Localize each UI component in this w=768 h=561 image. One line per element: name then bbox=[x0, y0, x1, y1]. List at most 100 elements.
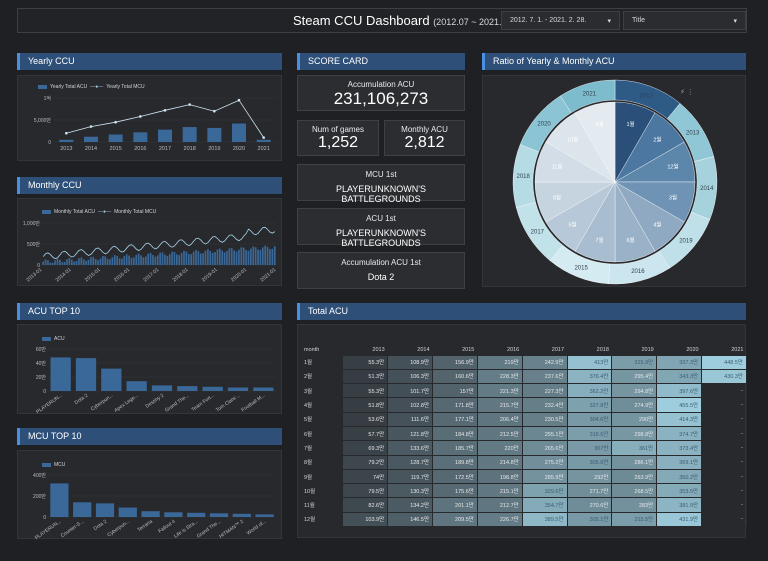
bar bbox=[207, 127, 222, 142]
inner-label: 11월 bbox=[552, 162, 563, 170]
bar bbox=[185, 251, 188, 265]
bar bbox=[73, 502, 92, 517]
monthly-ccu-chart: Monthly Total ACU —●— Monthly Total MCU 1,… bbox=[17, 198, 282, 286]
table-cell: 79.2만 bbox=[342, 454, 389, 470]
table-cell: 227.3만 bbox=[521, 383, 568, 399]
legend-label: MCU bbox=[54, 462, 66, 468]
inner-label: 5월 bbox=[569, 220, 577, 228]
bar bbox=[182, 127, 197, 142]
bar bbox=[152, 254, 154, 265]
x-tick-label: Fallout 4 bbox=[157, 519, 176, 535]
column-header[interactable]: 2018 bbox=[596, 346, 609, 353]
outer-label: 2015 bbox=[574, 266, 588, 272]
y-tick-label: 0 bbox=[37, 263, 40, 269]
x-tick-label: World of... bbox=[246, 519, 268, 537]
table-cell: 237.6만 bbox=[521, 368, 568, 385]
bar bbox=[233, 250, 235, 265]
outer-label: 2020 bbox=[537, 121, 551, 127]
table-cell: - bbox=[701, 383, 747, 399]
bar bbox=[59, 139, 74, 142]
table-cell: - bbox=[701, 411, 747, 427]
bar bbox=[159, 252, 161, 265]
accumulation-acu-1st-card: Accumulation ACU 1st Dota 2 bbox=[297, 252, 465, 289]
bar bbox=[273, 246, 276, 265]
table-cell: 175.6만 bbox=[432, 483, 478, 499]
bar bbox=[227, 387, 249, 391]
mcu-point bbox=[262, 136, 265, 139]
bar bbox=[47, 260, 49, 265]
row-label: 5월 bbox=[304, 417, 313, 424]
column-header[interactable]: 2016 bbox=[506, 346, 520, 353]
table-row: 10월 79.5만 130.3만 175.6만 215.1만 329.6만 271.7만 26… bbox=[301, 483, 747, 499]
mcu-top10-chart: MCU 400만 200만 0 PLAYERUN... Counter-S... Dota… bbox=[17, 450, 282, 540]
column-header[interactable]: 2019 bbox=[641, 346, 654, 353]
column-header[interactable]: 2017 bbox=[551, 346, 565, 353]
bar bbox=[70, 259, 73, 265]
column-header[interactable]: 2013 bbox=[372, 346, 385, 353]
bar bbox=[116, 255, 118, 265]
legend-line-icon: —●— bbox=[90, 84, 104, 90]
bar bbox=[135, 254, 138, 265]
bar bbox=[106, 258, 109, 265]
y-tick-label: 1억 bbox=[44, 95, 51, 102]
table-cell: 271.7만 bbox=[566, 483, 613, 499]
table-cell: 171.8만 bbox=[432, 397, 478, 413]
date-range-picker[interactable]: 2012. 7. 1. - 2021. 2. 28. ▾ bbox=[501, 11, 620, 30]
mcu-line bbox=[42, 227, 276, 260]
table-cell: 53.6만 bbox=[342, 411, 389, 427]
table-cell: - bbox=[701, 511, 747, 528]
table-cell: 130.3만 bbox=[387, 483, 434, 499]
table-cell: 160.6만 bbox=[432, 368, 478, 385]
legend-bar-swatch bbox=[38, 85, 47, 89]
table-cell: 315.5만 bbox=[611, 511, 658, 528]
table-cell: 172.5만 bbox=[432, 468, 478, 485]
row-label: 7월 bbox=[304, 445, 313, 452]
table-cell: 275.2만 bbox=[521, 454, 568, 470]
ratio-chart-panel: ⚡ ⋮ 2012 2013 2014 2019 2016 2015 2017 2018 2020… bbox=[482, 75, 746, 287]
bar bbox=[214, 252, 216, 265]
x-tick-label: 2016-01 bbox=[113, 267, 131, 284]
table-cell: 128.7만 bbox=[387, 454, 434, 470]
table-corner-header[interactable]: month bbox=[304, 347, 320, 353]
table-row: 4월 51.8만 102.8만 171.8만 215.7만 232.4만 327.8만 274… bbox=[301, 397, 747, 413]
table-row: 1월 55.3만 108.9만 156.9만 219만 242.9만 413만 315.9만 3… bbox=[301, 354, 747, 370]
table-row: 6월 57.7만 121.8만 184.8만 212.5만 255.1만 318.6만 298… bbox=[301, 425, 747, 442]
bar bbox=[125, 254, 128, 265]
chart-menu-icon[interactable]: ⚡ ⋮ bbox=[680, 89, 694, 96]
column-header[interactable]: 2021 bbox=[731, 346, 744, 353]
bar bbox=[118, 507, 137, 517]
table-cell: 327.8만 bbox=[566, 397, 613, 413]
bar bbox=[101, 256, 104, 265]
mcu-point bbox=[213, 109, 216, 113]
table-cell: 198.8만 bbox=[476, 468, 523, 485]
table-row: 5월 53.6만 111.6만 177.1만 206.4만 230.5만 304.6만 290… bbox=[301, 411, 747, 427]
title-filter-value: Title bbox=[632, 17, 645, 24]
bar bbox=[257, 249, 259, 265]
table-cell: 354.7만 bbox=[521, 497, 568, 513]
table-cell: 156.9만 bbox=[432, 354, 478, 370]
table-cell: 376.4만 bbox=[566, 368, 613, 385]
table-cell: 318.6만 bbox=[566, 425, 613, 442]
column-header[interactable]: 2014 bbox=[417, 346, 430, 353]
title-filter-dropdown[interactable]: Title ▾ bbox=[623, 11, 746, 30]
table-cell: 102.8만 bbox=[387, 397, 434, 413]
inner-label: 4월 bbox=[653, 220, 661, 228]
page-subtitle: (2012.07 ~ 2021.02) bbox=[433, 17, 515, 27]
x-tick-label: Counter-S... bbox=[60, 519, 86, 539]
table-row: 11월 82.6만 134.2만 201.1만 212.7만 354.7만 270.6만 28… bbox=[301, 497, 747, 513]
legend-bar-label: Yearly Total ACU bbox=[50, 84, 88, 90]
y-tick-label: 0 bbox=[43, 389, 46, 395]
acu-top10-chart: ACU 60만 40만 20만 0 PLAYERUN... Dota 2 Cyberpun.… bbox=[17, 324, 282, 415]
x-tick-label: 2021 bbox=[258, 146, 270, 152]
table-cell: - bbox=[701, 483, 747, 499]
total-acu-table-panel: month 2013 2014 2015 2016 2017 2018 2019 2020 202… bbox=[297, 324, 747, 538]
x-tick-label: 2017 bbox=[159, 146, 171, 152]
x-tick-label: Dota 2 bbox=[93, 519, 109, 532]
table-cell: 119.7만 bbox=[387, 468, 434, 485]
table-cell: 255.1만 bbox=[521, 425, 568, 442]
table-cell: - bbox=[701, 440, 747, 456]
column-header[interactable]: 2020 bbox=[686, 346, 699, 353]
table-cell: 232.4만 bbox=[521, 397, 568, 413]
column-header[interactable]: 2015 bbox=[462, 346, 475, 353]
